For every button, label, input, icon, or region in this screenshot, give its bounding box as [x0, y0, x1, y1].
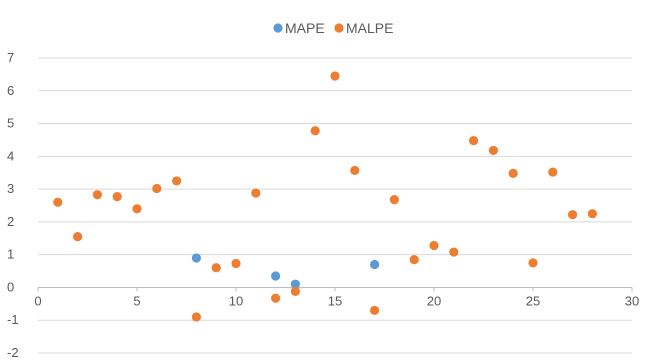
x-axis: [37, 286, 633, 292]
x-tick-label: 5: [133, 293, 140, 308]
y-tick-label: -1: [7, 312, 19, 327]
y-tick-label: 3: [7, 181, 14, 196]
y-axis-tick-labels: -2 -1 0 1 2 3 4 5 6 7: [7, 50, 19, 360]
point-malpe: [73, 232, 83, 242]
point-malpe: [508, 168, 518, 178]
point-malpe: [191, 312, 201, 322]
legend-label-mape: MAPE: [285, 20, 325, 36]
point-malpe: [231, 258, 241, 269]
point-malpe: [587, 209, 598, 219]
point-malpe: [112, 192, 122, 202]
point-malpe: [370, 305, 380, 315]
legend-label-malpe: MALPE: [346, 20, 393, 36]
point-malpe: [429, 240, 439, 251]
point-malpe: [449, 247, 459, 257]
y-tick-label: 0: [7, 279, 14, 294]
point-malpe: [92, 190, 102, 200]
x-tick-label: 25: [526, 293, 540, 308]
point-malpe: [528, 258, 538, 268]
y-tick-label: 7: [7, 50, 14, 65]
y-tick-label: -2: [7, 345, 19, 360]
y-tick-label: 2: [7, 214, 14, 229]
point-malpe: [152, 183, 162, 194]
legend: MAPE MALPE: [273, 20, 393, 36]
point-mape: [191, 253, 201, 263]
legend-marker-mape: [273, 23, 283, 33]
x-tick-label: 20: [427, 293, 441, 308]
point-malpe: [53, 197, 63, 207]
point-malpe: [290, 286, 300, 296]
point-malpe: [389, 195, 399, 205]
y-tick-label: 4: [7, 148, 14, 163]
point-malpe: [330, 71, 340, 81]
x-tick-label: 15: [328, 293, 342, 308]
point-malpe: [350, 165, 360, 176]
point-malpe: [132, 204, 142, 214]
point-malpe: [469, 136, 479, 146]
point-malpe: [310, 126, 320, 136]
point-mape: [290, 279, 300, 289]
point-mape: [271, 271, 281, 281]
x-axis-tick-labels: 0 5 10 15 20 25 30: [34, 293, 639, 308]
point-mape: [370, 259, 380, 270]
point-malpe: [211, 263, 221, 273]
y-tick-label: 6: [7, 83, 14, 98]
x-tick-label: 0: [34, 293, 41, 308]
data-points: [53, 71, 598, 322]
point-malpe: [271, 293, 281, 303]
point-malpe: [488, 145, 498, 156]
x-tick-label: 10: [229, 293, 243, 308]
x-tick-label: 30: [625, 293, 639, 308]
point-malpe: [409, 254, 419, 265]
point-malpe: [172, 176, 182, 186]
legend-marker-malpe: [334, 23, 344, 33]
point-malpe: [548, 167, 558, 177]
y-tick-label: 1: [7, 247, 14, 262]
y-tick-label: 5: [7, 116, 14, 131]
point-malpe: [251, 188, 261, 198]
gridlines: [38, 57, 632, 354]
point-malpe: [568, 210, 578, 220]
